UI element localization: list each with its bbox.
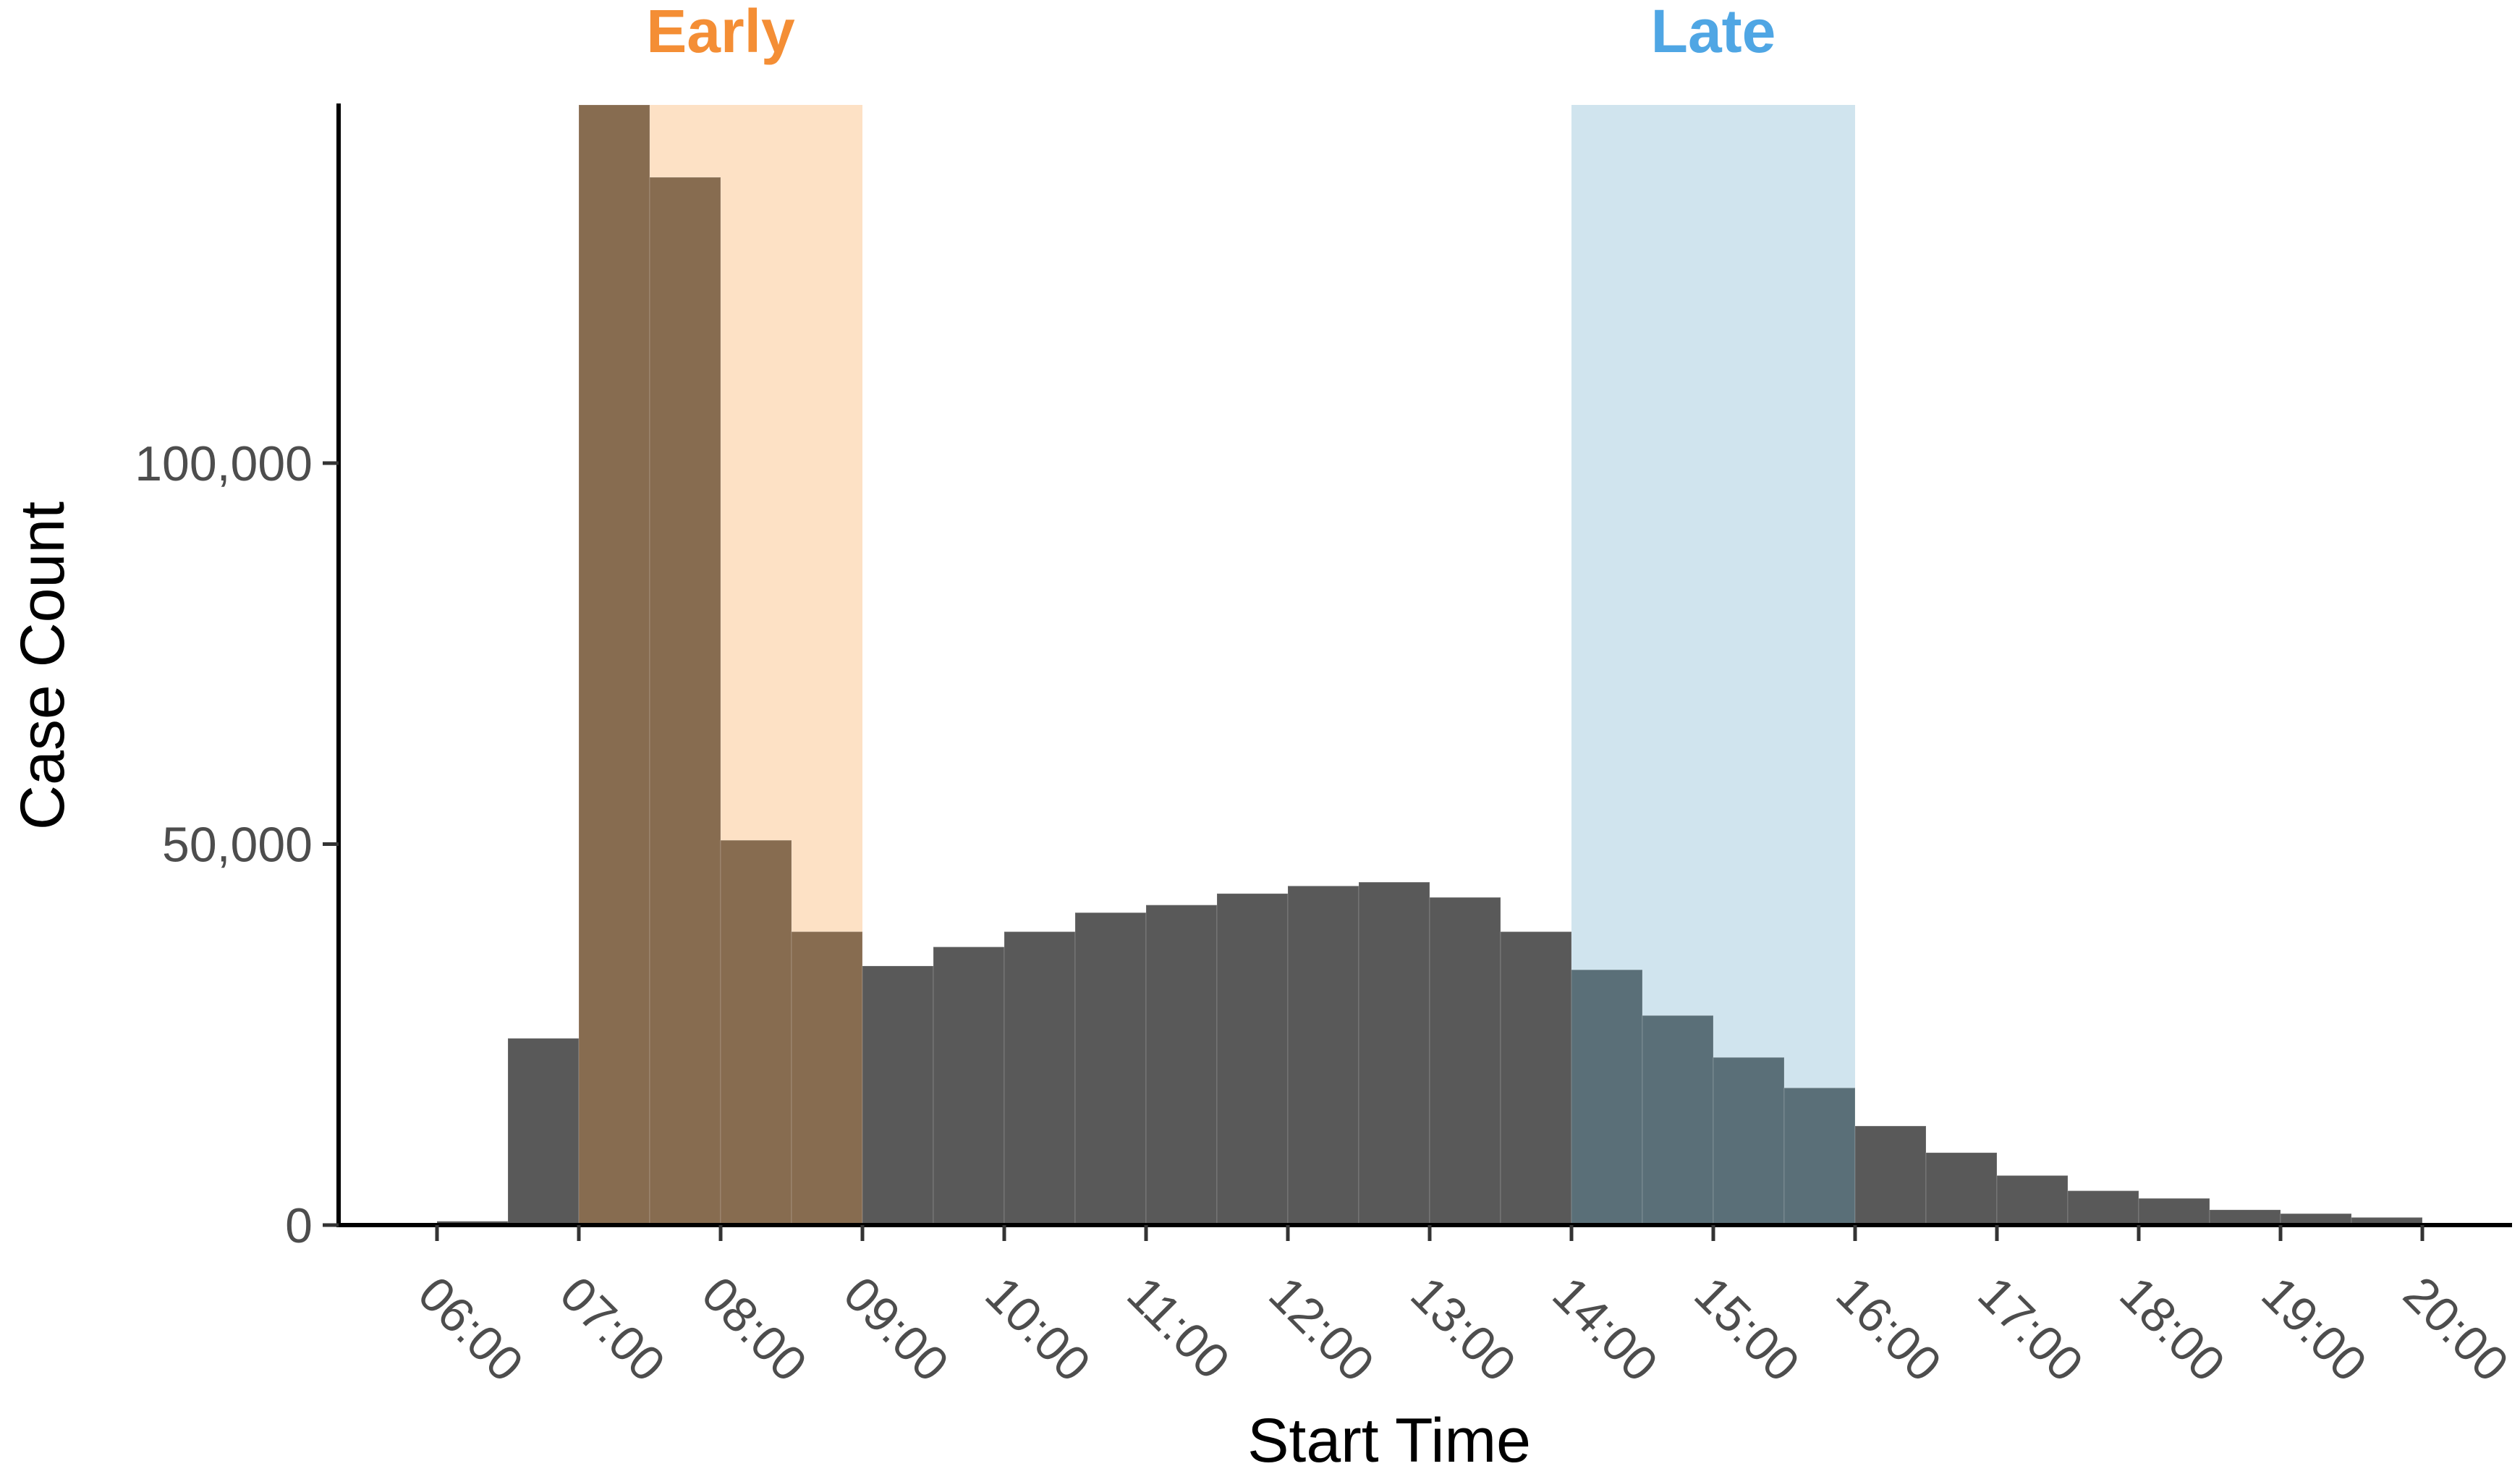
y-tick-label: 0	[285, 1198, 313, 1253]
histogram-bar	[1358, 881, 1430, 1226]
histogram-bar	[2138, 1198, 2210, 1226]
x-axis-title: Start Time	[1247, 1406, 1531, 1474]
x-tick-label: 15:00	[1684, 1266, 1810, 1392]
y-axis-ticks: 0 50,000 100,000	[135, 436, 339, 1253]
histogram-bar	[2209, 1209, 2281, 1226]
x-tick-label: 16:00	[1825, 1266, 1951, 1392]
histogram-bar	[1642, 1015, 1714, 1226]
histogram-bar	[1925, 1152, 1998, 1226]
histogram-bar	[1216, 893, 1289, 1226]
y-tick-label: 100,000	[135, 436, 313, 491]
x-tick-label: 14:00	[1542, 1266, 1668, 1392]
x-tick-label: 12:00	[1258, 1266, 1384, 1392]
x-tick-label: 09:00	[833, 1266, 959, 1392]
band-labels: Early Late	[646, 0, 1776, 65]
histogram-bar	[791, 931, 863, 1226]
histogram-bar	[1854, 1125, 1927, 1226]
histogram-bar	[1004, 931, 1076, 1226]
histogram-bar	[1500, 931, 1572, 1226]
histogram-bar	[1996, 1174, 2069, 1226]
axes	[336, 103, 2512, 1227]
x-axis-ticks: 06:00 07:00 08:00 09:00 10:00 11:00 12:00 13:00…	[407, 1225, 2519, 1392]
histogram-bar	[578, 104, 650, 1226]
x-tick-label: 06:00	[407, 1266, 533, 1392]
x-tick-label: 19:00	[2251, 1266, 2377, 1392]
histogram-bar	[933, 946, 1005, 1226]
histogram-bar	[1571, 969, 1643, 1226]
x-tick-label: 13:00	[1400, 1266, 1526, 1392]
histogram-bar	[1713, 1056, 1785, 1226]
band-label-late: Late	[1651, 0, 1776, 65]
x-tick-label: 10:00	[975, 1266, 1100, 1392]
y-tick-label: 50,000	[162, 817, 313, 872]
histogram-bar	[507, 1038, 580, 1226]
y-axis-title: Case Count	[8, 501, 77, 830]
histogram-bar	[1429, 897, 1501, 1226]
band-label-early: Early	[646, 0, 795, 65]
histogram-bar	[720, 839, 792, 1226]
histogram-bar	[1783, 1087, 1856, 1226]
x-tick-label: 11:00	[1116, 1266, 1240, 1390]
histogram-bar	[649, 177, 721, 1226]
histogram-bar	[1074, 912, 1147, 1226]
x-tick-label: 07:00	[549, 1266, 675, 1392]
histogram-bars	[436, 104, 2423, 1226]
x-tick-label: 08:00	[691, 1266, 817, 1392]
x-tick-label: 18:00	[2109, 1266, 2235, 1392]
x-tick-label: 17:00	[1967, 1266, 2093, 1392]
x-tick-label: 20:00	[2393, 1266, 2519, 1392]
histogram-bar	[1287, 885, 1359, 1226]
histogram-bar	[862, 965, 934, 1226]
histogram-bar	[2067, 1190, 2139, 1226]
histogram-bar	[1145, 904, 1218, 1226]
